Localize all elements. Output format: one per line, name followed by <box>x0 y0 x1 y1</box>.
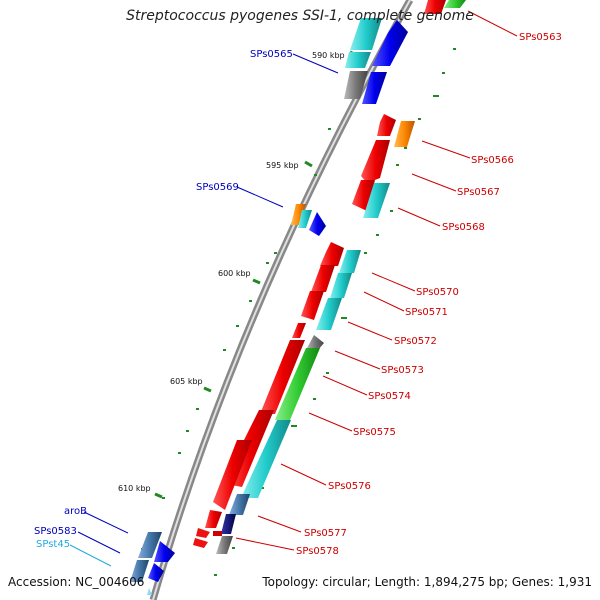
gene-feature-sps0574-red[interactable] <box>260 340 305 414</box>
gene-feature-sps0566[interactable] <box>394 121 415 147</box>
gene-feature-sps0572-red[interactable] <box>301 291 324 320</box>
gene-label-sps0566[interactable]: SPs0566 <box>471 155 514 166</box>
gene-feature-sps0578-small[interactable] <box>213 531 222 536</box>
gene-feature-blue-arob[interactable] <box>154 541 175 562</box>
gene-label-sps0571[interactable]: SPs0571 <box>405 307 448 318</box>
gene-feature-sps0578-arrows[interactable] <box>196 528 210 538</box>
gene-feature-green-top[interactable] <box>444 0 466 8</box>
gene-feature-sps0569[interactable] <box>309 212 326 236</box>
gene-label-sps0576[interactable]: SPs0576 <box>328 481 371 492</box>
gene-feature-sps0572[interactable] <box>316 298 342 330</box>
gene-feature-sps0565[interactable] <box>372 20 408 66</box>
gene-feature-sps0575[interactable] <box>241 420 291 498</box>
gene-feature-gray-top[interactable] <box>344 71 368 99</box>
gene-feature-sps0577-red[interactable] <box>205 510 222 528</box>
kbp-label-590: 590 kbp <box>312 51 345 60</box>
kbp-label-600: 600 kbp <box>218 269 251 278</box>
gene-feature-sps0569-orange[interactable] <box>291 204 306 225</box>
gene-feature-cyan-top[interactable] <box>350 18 382 50</box>
gene-label-sps0569[interactable]: SPs0569 <box>196 182 239 193</box>
gene-label-sps0572[interactable]: SPs0572 <box>394 336 437 347</box>
gene-feature-sps0576[interactable] <box>213 440 252 510</box>
leader-line-spst45 <box>69 544 112 567</box>
kbp-label-595: 595 kbp <box>266 161 299 170</box>
gene-feature-sps0573-red[interactable] <box>292 323 306 338</box>
gene-feature-sps0571-red[interactable] <box>311 265 335 292</box>
leader-lines-red <box>235 10 518 551</box>
gene-feature-sps0568[interactable] <box>363 183 390 218</box>
gene-label-sps0577[interactable]: SPs0577 <box>304 528 347 539</box>
gene-feature-sps0583-blue[interactable] <box>148 563 164 582</box>
gene-feature-sps0568-red[interactable] <box>352 180 375 211</box>
gene-label-sps0567[interactable]: SPs0567 <box>457 187 500 198</box>
map-title: Streptococcus pyogenes SSI-1, complete g… <box>126 8 474 24</box>
gene-label-sps0570[interactable]: SPs0570 <box>416 287 459 298</box>
gene-feature-sps0573[interactable] <box>306 335 324 350</box>
gene-label-sps0565[interactable]: SPs0565 <box>250 49 293 60</box>
gene-feature-sps0563[interactable] <box>424 0 446 14</box>
kbp-label-610: 610 kbp <box>118 484 151 493</box>
gene-feature-sps0583[interactable] <box>130 560 149 582</box>
gene-label-sps0575[interactable]: SPs0575 <box>353 427 396 438</box>
genome-summary-text: Topology: circular; Length: 1,894,275 bp… <box>262 575 592 589</box>
gene-feature-arob[interactable] <box>138 532 162 558</box>
gene-label-sps0583[interactable]: SPs0583 <box>34 526 77 537</box>
gene-label-sps0573[interactable]: SPs0573 <box>381 365 424 376</box>
gene-feature-sps0577[interactable] <box>221 514 236 534</box>
accession-text: Accession: NC_004606 <box>8 575 145 589</box>
leader-lines-blue <box>77 53 339 554</box>
gene-feature-sps0574[interactable] <box>275 348 320 420</box>
gene-feature-sps0570-red[interactable] <box>320 242 344 266</box>
gene-feature-blue-top-2[interactable] <box>362 72 387 104</box>
gene-label-sps0568[interactable]: SPs0568 <box>442 222 485 233</box>
gene-feature-spst45[interactable] <box>147 588 152 595</box>
gene-label-spst45[interactable]: SPst45 <box>36 539 70 550</box>
gene-feature-sps0578-arrows-2[interactable] <box>193 538 208 548</box>
gene-label-sps0563[interactable]: SPs0563 <box>519 32 562 43</box>
gene-feature-sps0566-red[interactable] <box>377 114 396 136</box>
kbp-label-605: 605 kbp <box>170 377 203 386</box>
gene-feature-sps0578[interactable] <box>216 536 233 554</box>
tick-dots-right <box>214 48 456 576</box>
gene-feature-sps0567[interactable] <box>361 140 390 183</box>
gene-label-sps0574[interactable]: SPs0574 <box>368 391 411 402</box>
gene-feature-sps0569-cyan[interactable] <box>298 210 312 228</box>
gene-label-arob[interactable]: aroB <box>64 506 87 517</box>
gene-feature-sps0577-steel[interactable] <box>229 494 250 515</box>
gene-feature-sps0570[interactable] <box>339 250 361 273</box>
gene-label-sps0578[interactable]: SPs0578 <box>296 546 339 557</box>
gene-feature-sps0571[interactable] <box>330 273 352 298</box>
gene-feature-cyan-top-2[interactable] <box>345 52 371 68</box>
